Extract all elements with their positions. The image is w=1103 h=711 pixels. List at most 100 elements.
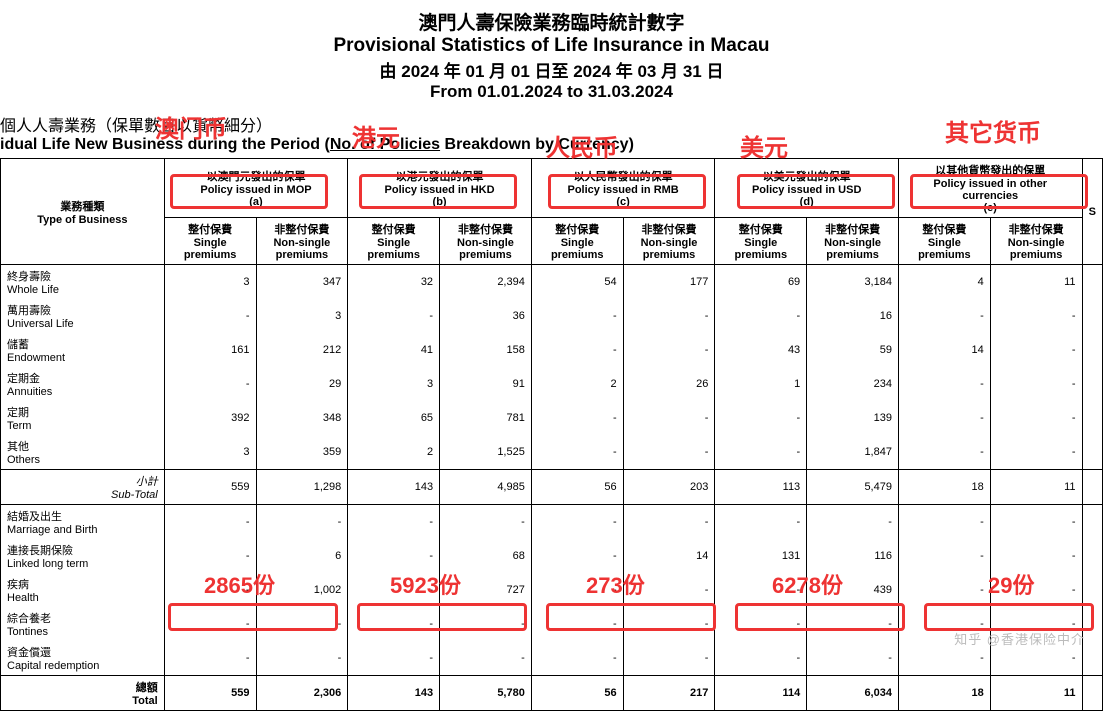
cell: 1 (715, 367, 807, 401)
col-nonsingle: 非整付保費Non-single premiums (990, 218, 1082, 265)
cell: - (898, 573, 990, 607)
cell: 143 (348, 470, 440, 505)
section-heading-en: idual Life New Business during the Perio… (0, 136, 1103, 154)
col-single: 整付保費Single premiums (348, 218, 440, 265)
cell: - (348, 505, 440, 540)
col-group-other: 以其他貨幣發出的保單Policy issued in other currenc… (898, 159, 1082, 218)
col-group-mop: 以澳門元發出的保單Policy issued in MOP(a) (164, 159, 348, 218)
cell: 2 (531, 367, 623, 401)
cell: 68 (440, 539, 532, 573)
cell: 559 (164, 470, 256, 505)
table-row: 定期金Annuities-293912261234-- (1, 367, 1103, 401)
cell: 18 (898, 470, 990, 505)
cell: 114 (715, 676, 807, 711)
row-label: 小計Sub-Total (1, 470, 165, 505)
cell: 217 (623, 676, 715, 711)
cell: - (440, 641, 532, 676)
cell: 3 (348, 367, 440, 401)
cell: - (898, 539, 990, 573)
col-single: 整付保費Single premiums (898, 218, 990, 265)
cell: 347 (256, 265, 348, 300)
table-row: 萬用壽險Universal Life-3-36---16-- (1, 299, 1103, 333)
cell: - (990, 505, 1082, 540)
cell: 11 (990, 265, 1082, 300)
cell: - (898, 505, 990, 540)
table-row: 儲蓄Endowment16121241158--435914- (1, 333, 1103, 367)
row-label: 儲蓄Endowment (1, 333, 165, 367)
cell: 781 (440, 401, 532, 435)
cell: 2,306 (256, 676, 348, 711)
cell: - (807, 505, 899, 540)
cell: - (164, 573, 256, 607)
cell: - (715, 401, 807, 435)
cell: - (348, 607, 440, 641)
report-header: 澳門人壽保險業務臨時統計數字 Provisional Statistics of… (0, 0, 1103, 102)
row-label: 定期金Annuities (1, 367, 165, 401)
table-row: 連接長期保險Linked long term-6-68-14131116-- (1, 539, 1103, 573)
cell: 559 (164, 676, 256, 711)
cell: 11 (990, 676, 1082, 711)
table-row: 終身壽險Whole Life3347322,39454177693,184411 (1, 265, 1103, 300)
cell: - (990, 367, 1082, 401)
cell: 56 (531, 676, 623, 711)
row-label: 總額Total (1, 676, 165, 711)
cell: - (531, 505, 623, 540)
cell: 3,184 (807, 265, 899, 300)
cell: 1,298 (256, 470, 348, 505)
cell: - (440, 607, 532, 641)
cell: - (990, 401, 1082, 435)
row-label: 綜合養老Tontines (1, 607, 165, 641)
cell: 32 (348, 265, 440, 300)
cell: - (623, 573, 715, 607)
cell: - (348, 539, 440, 573)
cell: - (531, 607, 623, 641)
col-group-hkd: 以港元發出的保單Policy issued in HKD(b) (348, 159, 532, 218)
cell: - (623, 299, 715, 333)
cell: - (531, 539, 623, 573)
col-group-rmb: 以人民幣發出的保單Policy issued in RMB(c) (531, 159, 715, 218)
cell: 131 (715, 539, 807, 573)
cell: - (715, 299, 807, 333)
section-heading: 個人人壽業務（保單數目以貨幣細分） idual Life New Busines… (0, 112, 1103, 154)
cell: 359 (256, 435, 348, 470)
cell: - (164, 539, 256, 573)
cell: - (256, 641, 348, 676)
cell: - (531, 641, 623, 676)
cell: 727 (440, 573, 532, 607)
col-single: 整付保費Single premiums (531, 218, 623, 265)
cell: 29 (256, 367, 348, 401)
table-row: 資金償還Capital redemption---------- (1, 641, 1103, 676)
col-single: 整付保費Single premiums (164, 218, 256, 265)
cell: 6 (256, 539, 348, 573)
col-group-usd: 以美元發出的保單Policy issued in USD(d) (715, 159, 899, 218)
cell: - (531, 299, 623, 333)
col-nonsingle: 非整付保費Non-single premiums (256, 218, 348, 265)
cell: - (715, 607, 807, 641)
table-row: 總額Total5592,3061435,780562171146,0341811 (1, 676, 1103, 711)
cell: 161 (164, 333, 256, 367)
table-head: 業務種類 Type of Business 以澳門元發出的保單Policy is… (1, 159, 1103, 265)
cell: 3 (164, 265, 256, 300)
cell: 56 (531, 470, 623, 505)
cell: 1,525 (440, 435, 532, 470)
col-type: 業務種類 Type of Business (1, 159, 165, 265)
cell: 2 (348, 435, 440, 470)
cell: - (348, 573, 440, 607)
cell: - (807, 607, 899, 641)
cell: 16 (807, 299, 899, 333)
cell: 6,034 (807, 676, 899, 711)
cell: 113 (715, 470, 807, 505)
table-body: 終身壽險Whole Life3347322,39454177693,184411… (1, 265, 1103, 711)
section-heading-ch: 個人人壽業務（保單數目以貨幣細分） (0, 112, 1103, 136)
cell: - (623, 435, 715, 470)
cell: 143 (348, 676, 440, 711)
cell: 3 (164, 435, 256, 470)
cell: - (898, 367, 990, 401)
title-en: Provisional Statistics of Life Insurance… (0, 35, 1103, 57)
cell: 158 (440, 333, 532, 367)
cell: 1,002 (256, 573, 348, 607)
cell: 116 (807, 539, 899, 573)
cell: 2,394 (440, 265, 532, 300)
cell: - (898, 435, 990, 470)
cell: - (164, 367, 256, 401)
